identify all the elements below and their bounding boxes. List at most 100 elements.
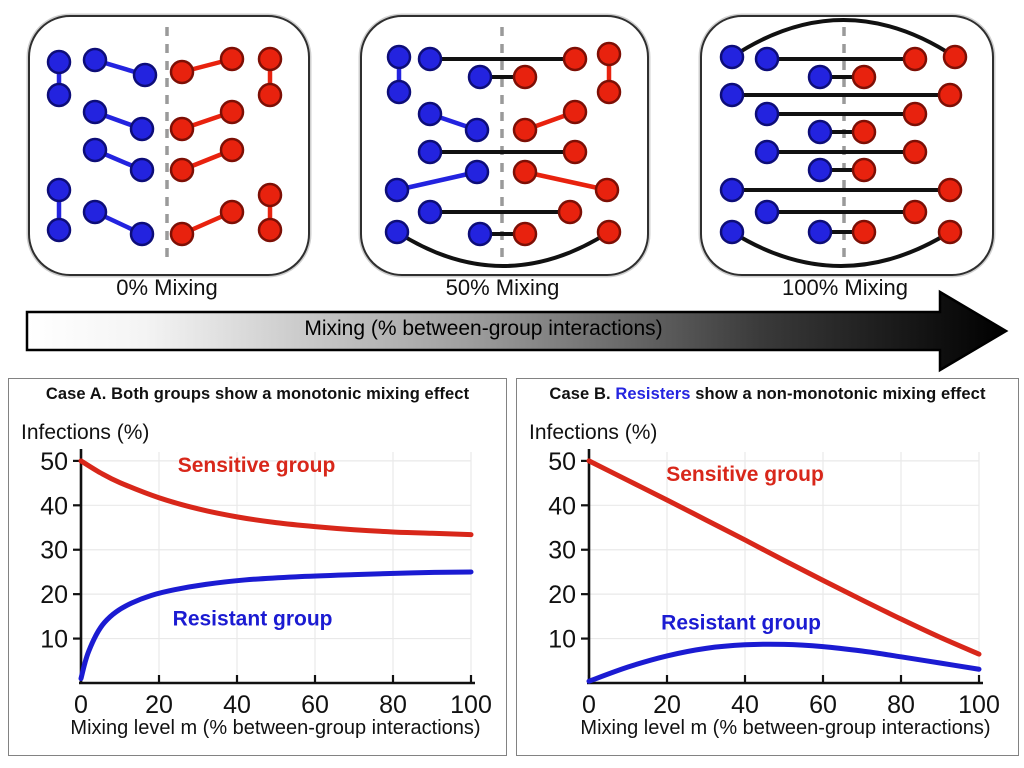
case-a-y-axis-title: Infections (%) [21,421,150,444]
y-tick-label: 20 [40,581,68,609]
resistant-node [467,64,493,90]
resistant-node [384,177,410,203]
resistant-node [46,177,72,203]
series-sensitive-group [78,458,474,538]
series-resistant-group [78,569,474,682]
resistant-node [754,101,780,127]
resistant-node [807,157,833,183]
sensitive-node [219,137,245,163]
case-b-panel: 10 20 30 40 50 0 20 40 60 80 100 Sensitive group Res… [516,378,1019,756]
resistant-node [467,221,493,247]
case-b-title: Case B. Resisters show a non-monotonic m… [517,385,1018,404]
sensitive-node [557,199,583,225]
y-tick-label: 20 [548,581,576,609]
sensitive-node [257,82,283,108]
resistant-node [82,137,108,163]
sensitive-node [942,44,968,70]
network-edge [730,18,957,59]
mixing-panel-100-percent [700,15,994,276]
resistant-node [132,62,158,88]
case-b-line-chart: 10 20 30 40 50 0 20 40 60 80 100 Sensitive group Res… [548,448,1000,719]
resistant-node [464,117,490,143]
x-tick-label: 80 [887,691,915,719]
sensitive-node [169,59,195,85]
mixing-panel-50-percent [360,15,649,276]
sensitive-node [562,139,588,165]
sensitive-node [851,157,877,183]
resistant-node [754,199,780,225]
y-tick-label: 10 [40,626,68,654]
sensitive-node [512,117,538,143]
sensitive-node [596,79,622,105]
resistant-node [807,119,833,145]
sensitive-node [219,99,245,125]
case-a-x-axis-title: Mixing level m (% between-group interact… [70,717,481,739]
network-edge [396,169,478,193]
mixing-panel-0-label: 0% Mixing [116,275,218,300]
y-tick-label: 50 [548,448,576,476]
resistant-node [754,139,780,165]
y-tick-label: 40 [40,492,68,520]
sensitive-node [562,99,588,125]
series-label: Sensitive group [666,463,824,486]
mixing-panel-0-percent [28,15,310,276]
y-tick-label: 40 [548,492,576,520]
resistant-node [129,116,155,142]
x-tick-label: 40 [223,691,251,719]
resistant-node [754,46,780,72]
sensitive-node [937,177,963,203]
sensitive-node [851,119,877,145]
network-edge [730,230,952,268]
y-tick-label: 10 [548,626,576,654]
resistant-node [417,199,443,225]
resistant-node [129,157,155,183]
series-resistant-group [586,641,982,684]
x-tick-label: 80 [379,691,407,719]
sensitive-node [169,157,195,183]
x-tick-label: 100 [958,691,1000,719]
y-tick-label: 50 [40,448,68,476]
arrow-label: Mixing (% between-group interactions) [304,317,663,340]
network-diagram-100-percent [719,18,968,268]
resistant-node [82,199,108,225]
y-tick-label: 30 [548,537,576,565]
x-tick-label: 20 [145,691,173,719]
series-label: Resistant group [173,607,333,630]
sensitive-node [257,46,283,72]
sensitive-node [512,221,538,247]
resistant-node [417,139,443,165]
sensitive-node [902,46,928,72]
sensitive-node [937,219,963,245]
resistant-node [82,47,108,73]
case-b-y-axis-title: Infections (%) [529,421,658,444]
network-edge [395,230,611,268]
resistant-node [386,79,412,105]
resistant-node [129,221,155,247]
sensitive-node [562,46,588,72]
series-label: Resistant group [661,612,821,635]
case-b-x-axis-title: Mixing level m (% between-group interact… [580,717,991,739]
sensitive-node [257,182,283,208]
x-tick-label: 0 [582,691,596,719]
case-a-panel: 10 20 30 40 50 0 20 40 60 80 100 Sensitive group Res… [8,378,507,756]
mixing-panel-50-label: 50% Mixing [445,275,560,300]
network-diagram-50-percent [384,27,622,268]
network-diagram-0-percent [46,27,283,261]
sensitive-node [512,64,538,90]
resistant-node [384,219,410,245]
title-part: Resisters [615,385,691,403]
x-tick-label: 60 [301,691,329,719]
resistant-node [464,159,490,185]
x-tick-label: 0 [74,691,88,719]
title-part: show a non-monotonic mixing effect [690,385,986,403]
sensitive-node [596,41,622,67]
series-sensitive-group [586,458,982,657]
network-edge [524,169,608,193]
resistant-node [719,219,745,245]
sensitive-node [219,199,245,225]
sensitive-node [596,219,622,245]
sensitive-node [512,159,538,185]
sensitive-node [594,177,620,203]
y-tick-label: 30 [40,537,68,565]
